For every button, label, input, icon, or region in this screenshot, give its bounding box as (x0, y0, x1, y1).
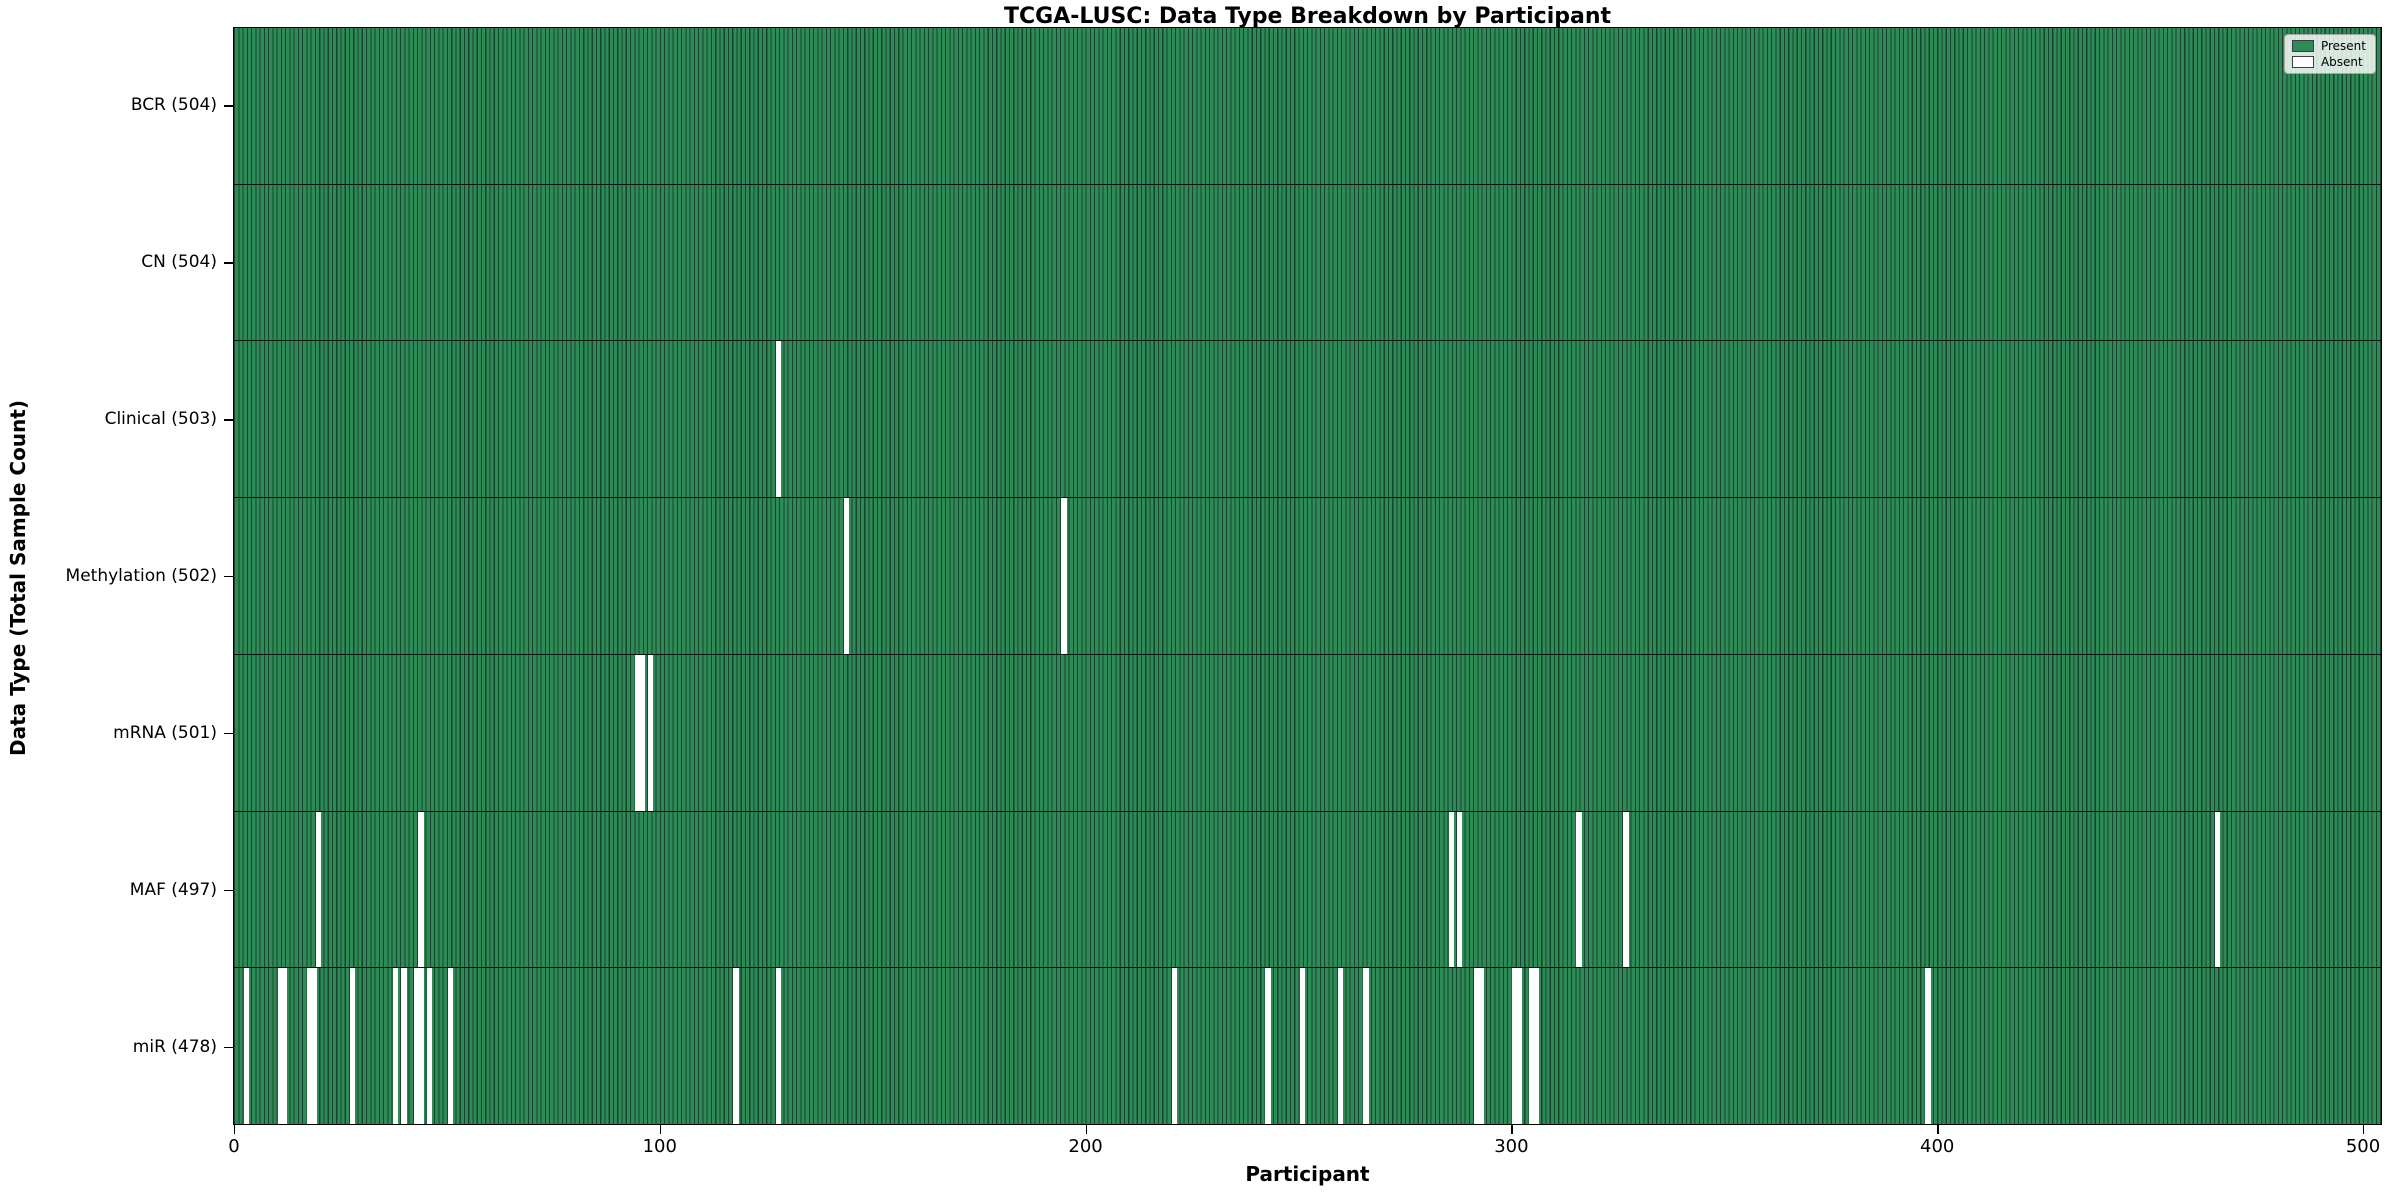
absent-gap (315, 811, 322, 968)
x-tick-mark (1511, 1125, 1513, 1134)
y-tick-label: Clinical (503) (104, 409, 217, 430)
absent-gap (418, 811, 424, 968)
x-tick-label: 400 (1920, 1136, 1955, 1157)
y-tick-mark (224, 105, 233, 107)
absent-gap (1529, 968, 1535, 1125)
x-tick-label: 300 (1494, 1136, 1529, 1157)
absent-gap (311, 968, 318, 1125)
y-tick-mark (224, 732, 233, 735)
x-tick-mark (659, 1125, 662, 1134)
legend-swatch-icon (2291, 56, 2314, 68)
absent-gap (843, 498, 850, 654)
absent-gap (307, 968, 313, 1125)
absent-gap (1457, 811, 1463, 968)
x-tick-mark (2363, 1125, 2365, 1134)
legend-item: Absent (2291, 55, 2366, 69)
absent-gap (1363, 968, 1369, 1125)
row-mrna (234, 654, 2381, 812)
absent-gap (1623, 811, 1629, 968)
row-clinical (234, 341, 2381, 499)
y-tick-mark (224, 889, 233, 892)
absent-gap (1516, 968, 1523, 1125)
absent-gap (426, 968, 433, 1125)
absent-gap (1299, 968, 1305, 1125)
absent-gap (1265, 968, 1271, 1125)
x-tick-mark (1937, 1125, 1939, 1134)
chart-title: TCGA-LUSC: Data Type Breakdown by Partic… (1003, 4, 1612, 29)
absent-gap (1448, 811, 1454, 968)
y-tick-label: CN (504) (141, 252, 217, 273)
absent-gap (2214, 811, 2221, 968)
x-tick-label: 0 (228, 1136, 240, 1157)
absent-gap (349, 968, 356, 1125)
absent-gap (733, 968, 739, 1125)
absent-gap (447, 968, 454, 1125)
legend: Present Absent (2283, 34, 2376, 74)
x-tick-mark (234, 1125, 236, 1134)
row-cn (234, 184, 2381, 342)
row-methylation (234, 498, 2381, 655)
absent-gap (648, 654, 654, 811)
legend-label: Present (2320, 39, 2366, 53)
y-tick-mark (224, 1046, 233, 1048)
absent-gap (1474, 968, 1480, 1125)
x-tick-mark (1085, 1125, 1087, 1134)
absent-gap (775, 968, 782, 1125)
y-tick-label: miR (478) (132, 1036, 217, 1057)
y-tick-mark (224, 419, 233, 421)
legend-label: Absent (2320, 55, 2363, 69)
legend-item: Present (2291, 39, 2366, 53)
legend-swatch-icon (2291, 40, 2314, 52)
plot-area: Present Absent (233, 27, 2382, 1125)
x-axis-label: Participant (1245, 1162, 1370, 1186)
x-tick-label: 200 (1068, 1136, 1103, 1157)
x-tick-label: 100 (642, 1136, 677, 1157)
y-tick-label: Methylation (502) (65, 566, 217, 586)
absent-gap (1061, 498, 1067, 654)
absent-gap (1576, 811, 1582, 968)
y-tick-label: mRNA (501) (113, 722, 217, 743)
absent-gap (635, 654, 641, 811)
absent-gap (277, 968, 284, 1125)
row-mir (234, 968, 2381, 1125)
absent-gap (418, 968, 424, 1125)
y-tick-mark (224, 576, 233, 578)
y-tick-label: MAF (497) (129, 879, 217, 900)
absent-gap (639, 654, 645, 811)
x-tick-label: 500 (2345, 1136, 2381, 1157)
row-bcr (234, 28, 2381, 185)
absent-gap (413, 968, 420, 1125)
y-tick-label: BCR (504) (130, 95, 217, 116)
absent-gap (1533, 968, 1540, 1125)
absent-gap (775, 341, 782, 498)
absent-gap (1337, 968, 1344, 1125)
row-maf (234, 811, 2381, 969)
absent-gap (1171, 968, 1178, 1125)
absent-gap (401, 968, 407, 1125)
absent-gap (281, 968, 288, 1125)
absent-gap (1925, 968, 1931, 1125)
absent-gap (1478, 968, 1484, 1125)
y-tick-mark (224, 262, 233, 264)
absent-gap (392, 968, 398, 1125)
absent-gap (243, 968, 249, 1125)
absent-gap (1512, 968, 1518, 1125)
